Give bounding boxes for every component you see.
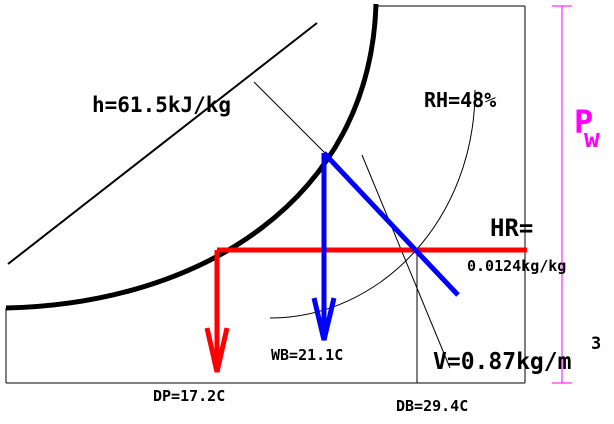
saturation-curve <box>5 3 379 311</box>
dew-point-label: DP=17.2C <box>153 387 225 405</box>
relative-humidity-label: RH=48% <box>424 88 496 112</box>
humidity-ratio-value: 0.0124kg/kg <box>467 257 566 275</box>
vapor-pressure-subscript: w <box>584 124 600 154</box>
wet-bulb-line <box>322 151 460 297</box>
specific-volume-line <box>361 154 451 369</box>
wet-bulb-arrow-head <box>311 297 337 341</box>
vapor-pressure-label: P <box>574 103 593 141</box>
enthalpy-label: h=61.5kJ/kg <box>92 93 231 117</box>
humidity-ratio-title: HR= <box>490 214 533 242</box>
enthalpy-line <box>7 22 318 265</box>
relative-humidity-curve <box>269 89 476 319</box>
specific-volume-exponent: 3 <box>591 334 601 354</box>
dew-point-arrow-head <box>204 327 230 373</box>
specific-volume-label: V=0.87kg/m <box>433 349 571 375</box>
wet-bulb-guide-line <box>253 81 326 154</box>
wet-bulb-label: WB=21.1C <box>271 346 343 364</box>
dry-bulb-label: DB=29.4C <box>396 397 468 415</box>
